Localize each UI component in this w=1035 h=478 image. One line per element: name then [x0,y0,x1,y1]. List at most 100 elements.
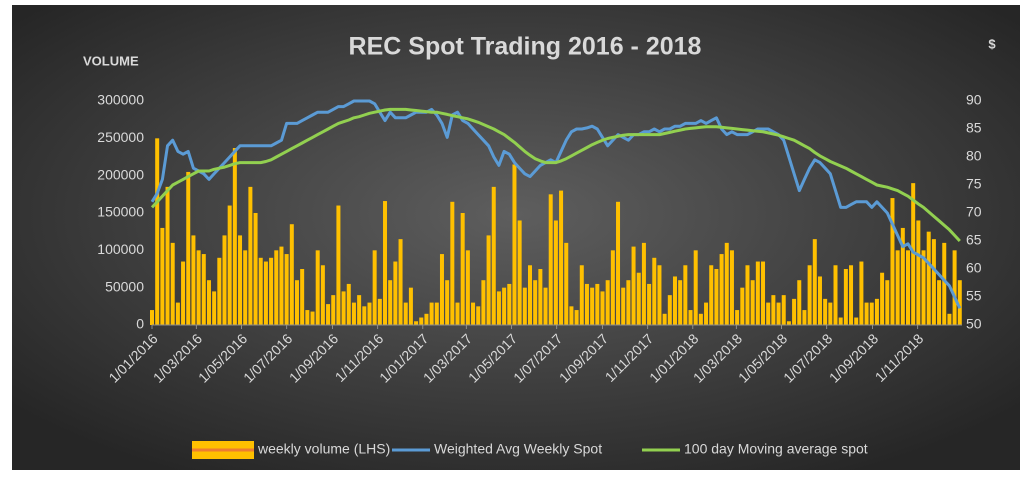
plot-area [150,99,962,329]
bar [735,310,740,325]
bar [450,201,455,325]
bar [766,302,771,325]
bar [388,280,393,325]
bar [383,201,388,325]
bar [957,280,962,325]
bar [812,239,817,325]
bar [476,306,481,325]
bar [880,272,885,325]
bar [346,283,351,325]
bar [341,291,346,325]
bar [548,194,553,325]
bar [729,250,734,325]
bar [864,302,869,325]
bar [486,235,491,325]
bar [434,302,439,325]
bar [310,311,315,325]
y2-tick-label: 70 [966,204,982,220]
bar [522,287,527,325]
bar [424,313,429,325]
y2-tick-label: 75 [966,176,982,192]
bar [533,280,538,325]
legend: weekly volume (LHS) Weighted Avg Weekly S… [192,441,868,459]
bar [206,280,211,325]
bar [564,242,569,325]
bar [704,302,709,325]
bar [688,310,693,325]
bar [885,280,890,325]
bar [414,321,419,325]
bar [600,291,605,325]
bar [279,246,284,325]
legend-label: 100 day Moving average spot [684,441,868,457]
bar [672,276,677,325]
bar [253,213,258,325]
bar [740,287,745,325]
bar [895,250,900,325]
bar [631,246,636,325]
bar [222,235,227,325]
bar [170,242,175,325]
bar [460,213,465,325]
bar [227,205,232,325]
bar [698,313,703,325]
bar [605,280,610,325]
bar [336,205,341,325]
bar [574,310,579,325]
y-tick-label: 300000 [97,92,144,108]
bar [351,302,356,325]
bar [238,235,243,325]
y-tick-label: 0 [136,316,144,332]
bar [357,295,362,325]
bar [465,250,470,325]
bar [817,276,822,325]
bar [719,254,724,325]
bar [160,227,165,325]
bar [792,298,797,325]
bar [745,265,750,325]
bar [906,250,910,325]
bar [843,269,848,325]
bar [455,302,460,325]
y-axis-label: VOLUME [83,53,139,68]
bar [439,254,444,325]
bar [869,302,874,325]
bar [931,239,936,325]
y-tick-label: 150000 [97,204,144,220]
bar [657,265,662,325]
bar [175,302,180,325]
bar [155,138,160,325]
bar [683,265,688,325]
bar [802,310,807,325]
bar [300,269,305,325]
bar [315,250,320,325]
bar [900,227,905,325]
bar [662,313,667,325]
bar [263,261,268,325]
bar [724,242,729,325]
bar [538,269,543,325]
bar [305,310,310,325]
bar [507,283,512,325]
y2-tick-label: 65 [966,232,982,248]
bar [481,280,486,325]
bar [947,313,952,325]
bar [367,302,372,325]
bar [833,265,838,325]
bar [874,298,879,325]
bar [849,265,854,325]
bar [610,250,615,325]
bar [398,239,403,325]
bar [403,302,408,325]
y-tick-label: 100000 [97,241,144,257]
bar [579,265,584,325]
bar [569,306,574,325]
bar [393,261,398,325]
y-tick-label: 50000 [105,278,144,294]
y-tick-label: 250000 [97,129,144,145]
bar [761,261,766,325]
bar [217,257,222,325]
y2-tick-label: 90 [966,92,982,108]
chart-title: REC Spot Trading 2016 - 2018 [349,33,702,61]
